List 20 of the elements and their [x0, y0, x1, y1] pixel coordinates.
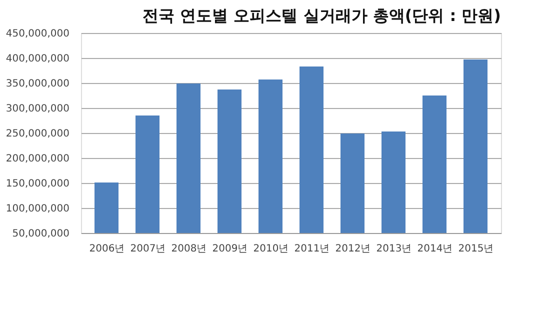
y-tick-label: 150,000,000 [6, 178, 70, 190]
y-tick-label: 450,000,000 [6, 28, 70, 40]
y-tick-label: 50,000,000 [12, 228, 70, 240]
x-tick-label: 2007년 [130, 244, 166, 254]
y-tick-label: 300,000,000 [6, 104, 70, 114]
x-tick-label: 2008년 [171, 244, 207, 254]
y-tick-label: 100,000,000 [6, 204, 70, 214]
y-tick-label: 350,000,000 [6, 78, 70, 90]
x-tick-label: 2015년 [458, 244, 494, 254]
y-tick-label: 250,000,000 [6, 128, 70, 140]
x-tick-label: 2011년 [294, 244, 330, 254]
x-tick-label: 2014년 [417, 244, 453, 254]
chart-title: 전국 연도별 오피스텔 실거래가 총액(단위 : 만원) [142, 6, 501, 25]
y-tick-label: 400,000,000 [6, 54, 70, 64]
y-tick-label: 200,000,000 [6, 154, 70, 164]
x-tick-label: 2009년 [212, 244, 248, 254]
x-tick-label: 2013년 [376, 244, 412, 254]
x-tick-label: 2012년 [335, 244, 371, 254]
x-tick-label: 2010년 [253, 244, 289, 254]
x-tick-label: 2006년 [89, 244, 125, 254]
